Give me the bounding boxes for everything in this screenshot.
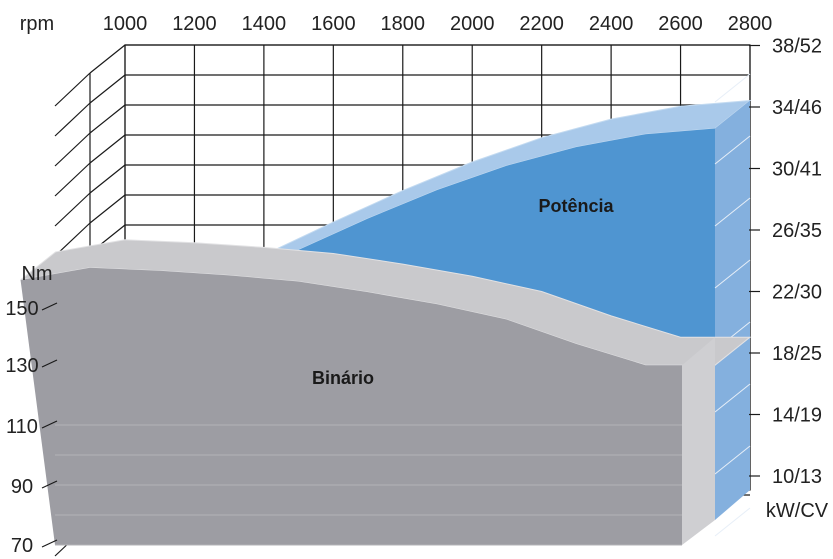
left-tick-mark [41,480,58,489]
torque-area-front [20,267,716,545]
grid-line-depth-front [54,102,91,137]
grid-line-depth [89,44,126,74]
right-tick-label: 30/41 [772,159,822,181]
x-tick-label: 2200 [519,13,564,35]
x-tick-label: 1400 [242,13,287,35]
left-tick-label: 150 [5,298,38,320]
left-tick-label: 110 [6,416,38,438]
torque-area-group [20,239,752,546]
power-side-gridline [714,197,751,227]
left-tick-mark [41,539,58,548]
left-tick-mark [41,420,58,429]
power-series-label: Potência [538,196,614,216]
x-tick-label: 2800 [728,13,773,35]
power-side-gridline [714,445,751,475]
grid-line-depth [89,164,126,194]
power-area-side [715,100,750,520]
right-tick-label: 10/13 [772,466,822,488]
left-tick-label: 130 [5,355,38,377]
right-tick-label: 14/19 [772,405,822,427]
power-side-gridline [714,383,751,413]
grid-line-depth-front [54,162,91,197]
right-tick-label: 18/25 [772,343,822,365]
power-side-gridline [714,259,751,289]
right-tick-label: 34/46 [772,97,822,119]
right-tick-label: 26/35 [772,220,822,242]
grid-line-depth-front [54,222,91,257]
left-tick-mark [41,359,58,368]
power-side-gridline [714,135,751,165]
left-axis-unit-label: Nm [21,263,52,285]
power-side-gridline [714,507,751,537]
grid-line-depth-front [54,192,91,227]
x-tick-label: 1600 [311,13,356,35]
right-tick-label: 22/30 [772,282,822,304]
grid-line-depth-front [54,132,91,167]
axis-labels: rpm Nm kW/CV Potência Binário 1000 1200 14… [5,13,828,557]
left-tick-mark [41,302,58,311]
right-tick-label: 38/52 [772,36,822,58]
left-tick-label: 90 [11,476,33,498]
grid-line-depth [89,194,126,224]
x-tick-label: 2400 [589,13,634,35]
x-tick-label: 1000 [103,13,148,35]
power-side-gridline [714,73,751,103]
right-axis-unit-label: kW/CV [766,500,829,522]
x-tick-label: 1200 [172,13,217,35]
grid-line-depth [89,74,126,104]
torque-area-side [682,337,715,545]
x-axis-unit-label: rpm [20,13,54,35]
x-tick-label: 2600 [658,13,703,35]
x-tick-label: 2000 [450,13,495,35]
torque-series-label: Binário [312,368,374,388]
left-tick-label: 70 [11,535,33,557]
grid-line-depth [89,134,126,164]
grid-line-depth-front [54,72,91,107]
grid-line-depth [89,104,126,134]
x-tick-label: 1800 [381,13,426,35]
